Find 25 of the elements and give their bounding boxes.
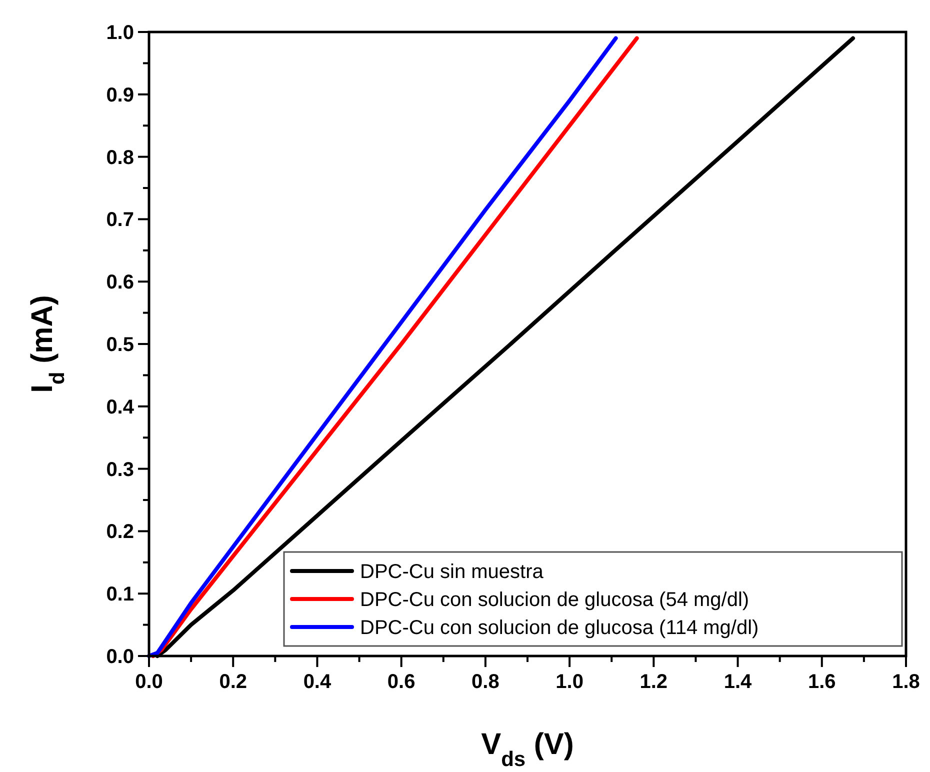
x-tick-label: 1.0 [556, 671, 584, 693]
x-axis-title: V$_{ds}$ (V) [481, 728, 574, 770]
legend-label: DPC-Cu con solucion de glucosa (114 mg/dl) [360, 617, 759, 639]
y-tick-label: 0.1 [106, 584, 134, 606]
y-tick-label: 0.6 [106, 272, 134, 294]
legend-label: DPC-Cu con solucion de glucosa (54 mg/dl) [360, 589, 750, 611]
x-tick-label: 0.8 [472, 671, 500, 693]
y-tick-label: 0.0 [106, 646, 134, 668]
y-tick-label: 0.5 [106, 334, 134, 356]
y-tick-label: 0.8 [106, 146, 134, 169]
y-tick-label: 0.2 [106, 521, 134, 544]
x-tick-label: 0.2 [219, 671, 248, 693]
x-tick-label: 1.2 [640, 671, 668, 693]
legend-label: DPC-Cu sin muestra [360, 561, 544, 583]
y-tick-label: 0.9 [106, 84, 134, 106]
y-tick-label: 1.0 [106, 22, 134, 44]
x-tick-label: 0.6 [387, 671, 416, 693]
x-tick-label: 1.6 [808, 671, 836, 693]
x-tick-label: 1.8 [892, 671, 920, 693]
y-tick-label: 0.4 [106, 396, 135, 418]
x-tick-label: 0.4 [303, 671, 332, 693]
y-tick-label: 0.7 [106, 209, 134, 232]
x-tick-label: 1.4 [724, 671, 753, 693]
y-tick-label: 0.3 [106, 458, 134, 481]
x-tick-label: 0.0 [135, 671, 163, 693]
